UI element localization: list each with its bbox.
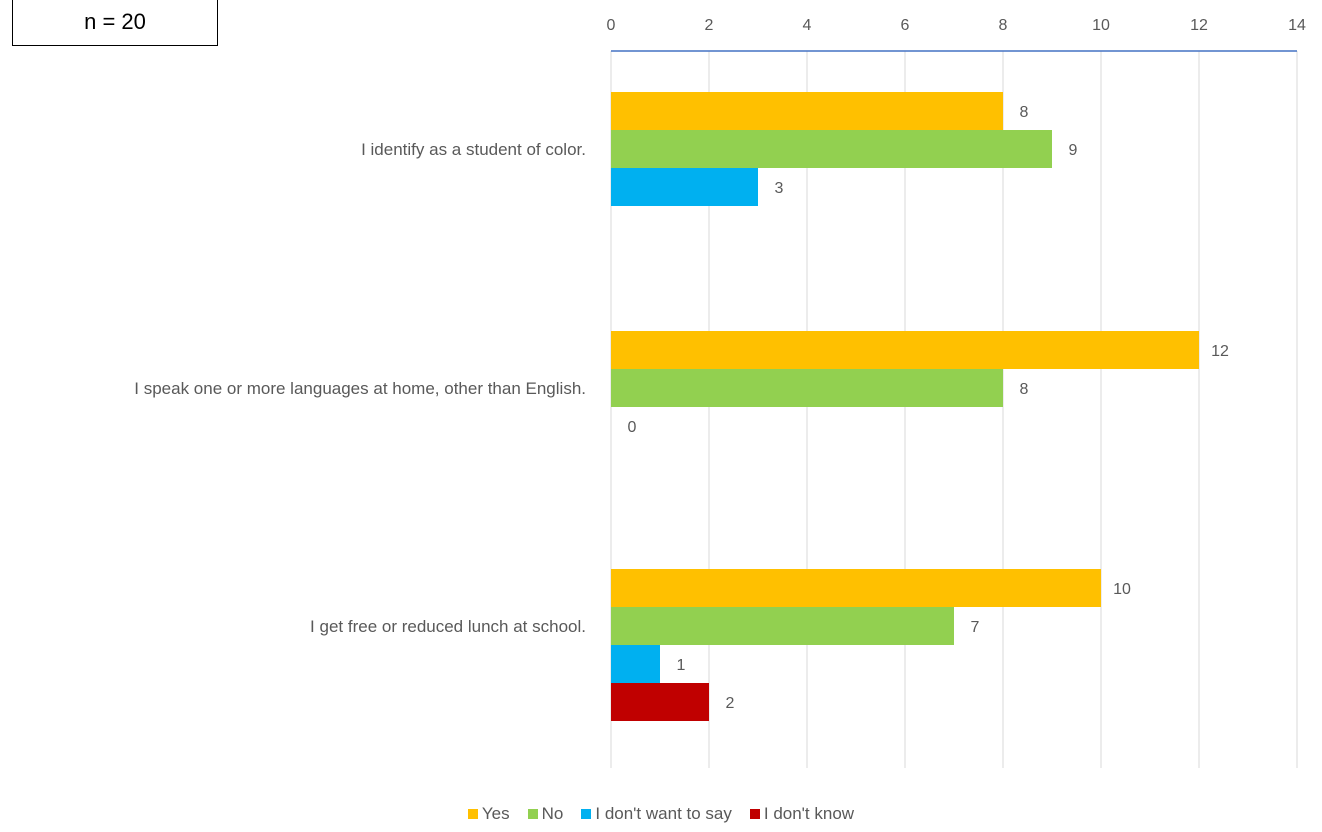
legend-label: I don't know bbox=[763, 804, 855, 823]
legend-swatch bbox=[467, 809, 478, 819]
bar bbox=[611, 683, 709, 721]
data-label: 2 bbox=[726, 695, 735, 712]
x-tick-label: 8 bbox=[999, 17, 1008, 34]
category-label: I identify as a student of color. bbox=[361, 140, 586, 159]
legend-item: I don't want to say bbox=[581, 804, 732, 824]
data-label: 8 bbox=[1020, 381, 1029, 398]
legend-item: Yes bbox=[467, 804, 510, 824]
sample-size-box: n = 20 bbox=[12, 0, 218, 46]
bar bbox=[611, 569, 1101, 607]
legend-swatch bbox=[581, 809, 592, 819]
data-label: 8 bbox=[1020, 104, 1029, 121]
bar bbox=[611, 607, 954, 645]
x-tick-label: 14 bbox=[1288, 17, 1306, 34]
bar bbox=[611, 168, 758, 206]
data-label: 12 bbox=[1211, 343, 1229, 360]
data-label: 3 bbox=[775, 180, 784, 197]
legend-swatch bbox=[527, 809, 538, 819]
x-tick-label: 12 bbox=[1190, 17, 1208, 34]
category-label: I speak one or more languages at home, o… bbox=[134, 379, 586, 398]
data-label: 1 bbox=[677, 657, 686, 674]
bar bbox=[611, 92, 1003, 130]
x-tick-label: 6 bbox=[901, 17, 910, 34]
legend: Yes No I don't want to say I don't know bbox=[0, 804, 1322, 824]
data-label: 10 bbox=[1113, 581, 1131, 598]
gridlines bbox=[610, 51, 1298, 768]
legend-swatch bbox=[749, 809, 760, 819]
x-tick-label: 0 bbox=[607, 17, 616, 34]
legend-item: I don't know bbox=[749, 804, 855, 824]
category-labels: I identify as a student of color. I speak… bbox=[134, 140, 586, 636]
x-axis: 0 2 4 6 8 10 12 14 bbox=[607, 17, 1306, 52]
data-label: 7 bbox=[971, 619, 980, 636]
bar bbox=[611, 369, 1003, 407]
x-tick-label: 2 bbox=[705, 17, 714, 34]
legend-label: I don't want to say bbox=[595, 804, 732, 823]
x-tick-label: 10 bbox=[1092, 17, 1110, 34]
legend-item: No bbox=[527, 804, 564, 824]
data-label: 0 bbox=[628, 419, 637, 436]
legend-label: No bbox=[541, 804, 564, 823]
bar bbox=[611, 130, 1052, 168]
legend-label: Yes bbox=[481, 804, 510, 823]
bar bbox=[611, 331, 1199, 369]
bar bbox=[611, 645, 660, 683]
sample-size-label: n = 20 bbox=[84, 9, 146, 34]
category-label: I get free or reduced lunch at school. bbox=[310, 617, 586, 636]
data-label: 9 bbox=[1069, 142, 1078, 159]
x-tick-label: 4 bbox=[803, 17, 812, 34]
